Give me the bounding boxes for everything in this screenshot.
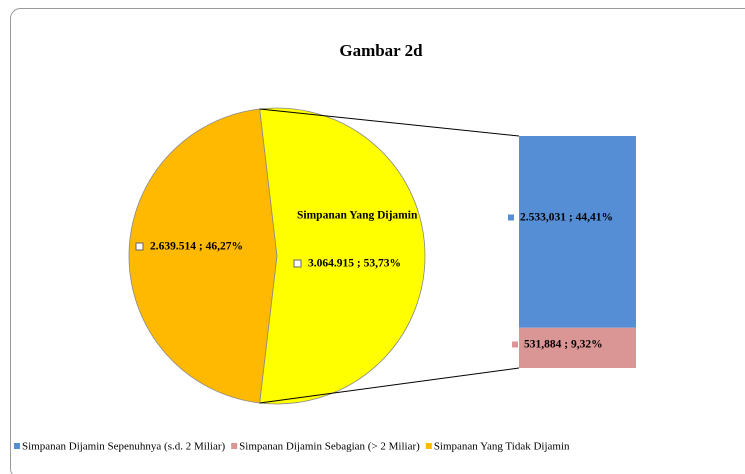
connector-line [259,108,520,137]
legend-label: Simpanan Yang Tidak Dijamin [434,441,570,453]
legend-swatch [425,443,432,449]
data-label: 3.064.915 ; 53,73% [308,258,401,270]
label-marker [512,341,518,348]
legend-swatch [231,443,238,449]
legend-swatch [14,443,20,449]
legend-label: Simpanan Dijamin Sebagian (> 2 Miliar) [239,441,420,453]
slice-name: Simpanan Yang Dijamin [297,210,418,222]
data-label: 2.639.514 ; 46,27% [150,241,243,253]
connector-line [259,367,520,404]
legend-label: Simpanan Dijamin Sepenuhnya (s.d. 2 Mili… [22,441,225,453]
pie-slice [259,107,426,405]
data-label: 2.533,031 ; 44,41% [520,212,613,224]
label-marker [135,242,144,251]
bar-segment [519,136,636,328]
pie-slice [128,108,278,404]
data-label: 531,884 ; 9,32% [524,339,603,351]
label-marker [293,259,302,268]
chart-title: Gambar 2d [339,41,423,60]
label-marker [508,214,514,221]
bar-segment [519,327,636,368]
